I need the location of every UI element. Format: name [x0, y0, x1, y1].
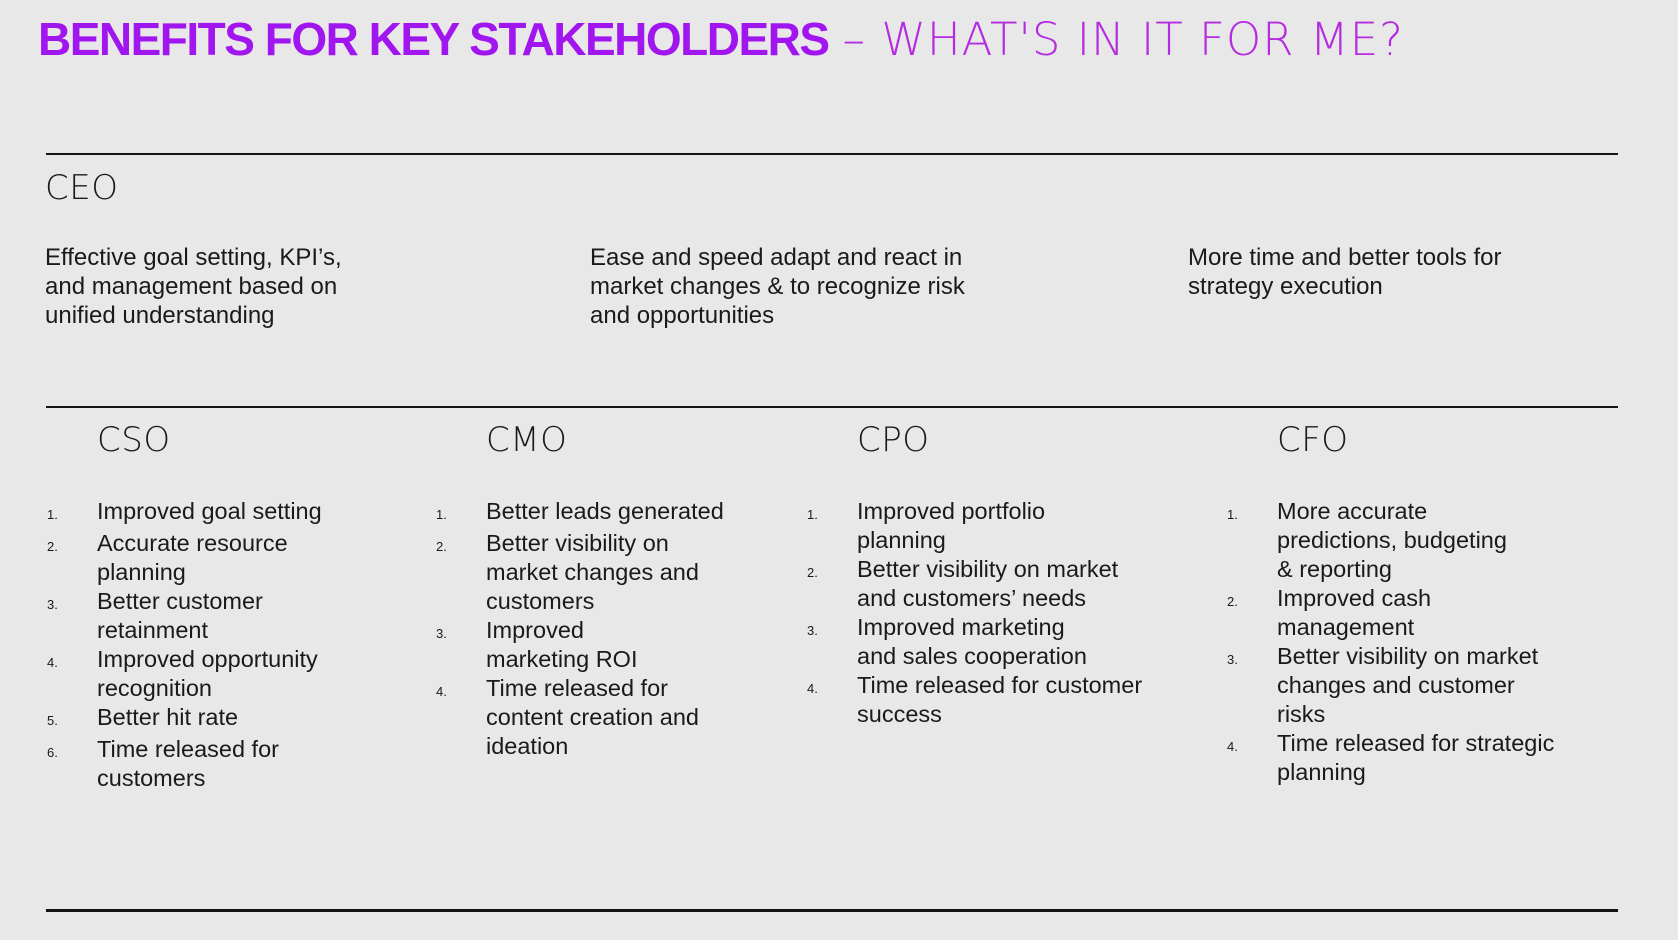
item-text: Better customer retainment [97, 588, 263, 643]
title-subtitle: – WHAT'S IN IT FOR ME? [842, 13, 1405, 66]
ceo-benefit-1: Effective goal setting, KPI’s, and manag… [45, 244, 342, 329]
item-number: 1. [436, 507, 447, 522]
item-number: 3. [47, 597, 58, 612]
list-item: 4. Improved opportunity recognition [47, 645, 377, 703]
cmo-benefit-list: 1. Better leads generated 2. Better visibil… [436, 497, 756, 761]
item-number: 4. [1227, 739, 1238, 754]
item-text: Time released for customer success [857, 672, 1143, 727]
item-text: Accurate resource planning [97, 530, 288, 585]
cmo-heading: CMO [486, 420, 568, 460]
ceo-benefit-2: Ease and speed adapt and react in market… [590, 244, 965, 329]
cfo-benefit-list: 1. More accurate predictions, budgeting &… [1227, 497, 1627, 787]
list-item: 4. Time released for strategic planning [1227, 729, 1627, 787]
page-title: BENEFITS FOR KEY STAKEHOLDERS – WHAT'S IN… [38, 12, 1404, 66]
list-item: 5. Better hit rate [47, 703, 377, 735]
list-item: 3. Better customer retainment [47, 587, 377, 645]
divider-middle [46, 406, 1618, 408]
list-item: 1. Improved portfolio planning [807, 497, 1167, 555]
column-cmo: CMO 1. Better leads generated 2. Better vis… [436, 420, 756, 761]
ceo-heading: CEO [45, 168, 119, 208]
list-item: 2. Improved cash management [1227, 584, 1627, 642]
item-text: Better hit rate [97, 704, 239, 730]
item-number: 1. [807, 507, 818, 522]
list-item: 1. Better leads generated [436, 497, 756, 529]
item-number: 4. [47, 655, 58, 670]
item-number: 2. [47, 539, 58, 554]
item-text: Better visibility on market and customer… [857, 556, 1119, 611]
list-item: 3. Improved marketing and sales cooperati… [807, 613, 1167, 671]
item-number: 1. [1227, 507, 1238, 522]
ceo-benefit-3: More time and better tools for strategy … [1188, 244, 1502, 300]
item-text: Time released for customers [97, 736, 279, 791]
item-text: Time released for content creation and i… [486, 675, 699, 759]
cpo-heading: CPO [857, 420, 930, 460]
divider-bottom [46, 909, 1618, 912]
column-cso: CSO 1. Improved goal setting 2. Accurate re… [47, 420, 377, 793]
item-number: 2. [1227, 594, 1238, 609]
item-text: More accurate predictions, budgeting & r… [1277, 498, 1507, 582]
item-number: 2. [436, 539, 447, 554]
item-number: 2. [807, 565, 818, 580]
item-number: 3. [807, 623, 818, 638]
list-item: 4. Time released for content creation and… [436, 674, 756, 761]
item-text: Better leads generated [486, 498, 724, 524]
item-text: Improved opportunity recognition [97, 646, 318, 701]
cpo-benefit-list: 1. Improved portfolio planning 2. Better vi… [807, 497, 1167, 729]
item-text: Better visibility on market changes and … [486, 530, 699, 614]
list-item: 3. Better visibility on market changes an… [1227, 642, 1627, 729]
item-number: 5. [47, 713, 58, 728]
list-item: 3. Improved marketing ROI [436, 616, 756, 674]
item-number: 3. [1227, 652, 1238, 667]
item-text: Improved cash management [1277, 585, 1432, 640]
list-item: 6. Time released for customers [47, 735, 377, 793]
column-cpo: CPO 1. Improved portfolio planning 2. Bette… [807, 420, 1167, 729]
item-text: Improved marketing and sales cooperation [857, 614, 1087, 669]
item-text: Improved portfolio planning [857, 498, 1046, 553]
column-cfo: CFO 1. More accurate predictions, budgeti… [1227, 420, 1627, 787]
item-number: 6. [47, 745, 58, 760]
cfo-heading: CFO [1277, 420, 1349, 460]
item-text: Better visibility on market changes and … [1277, 643, 1539, 727]
title-main: BENEFITS FOR KEY STAKEHOLDERS [38, 13, 830, 65]
list-item: 4. Time released for customer success [807, 671, 1167, 729]
item-number: 3. [436, 626, 447, 641]
item-number: 4. [807, 681, 818, 696]
item-text: Time released for strategic planning [1277, 730, 1555, 785]
cso-heading: CSO [97, 420, 171, 460]
list-item: 1. More accurate predictions, budgeting &… [1227, 497, 1627, 584]
cso-benefit-list: 1. Improved goal setting 2. Accurate resour… [47, 497, 377, 793]
list-item: 2. Better visibility on market and custom… [807, 555, 1167, 613]
item-number: 1. [47, 507, 58, 522]
item-text: Improved marketing ROI [486, 617, 638, 672]
item-text: Improved goal setting [97, 498, 322, 524]
item-number: 4. [436, 684, 447, 699]
list-item: 2. Better visibility on market changes an… [436, 529, 756, 616]
list-item: 1. Improved goal setting [47, 497, 377, 529]
divider-top [46, 153, 1618, 155]
list-item: 2. Accurate resource planning [47, 529, 377, 587]
